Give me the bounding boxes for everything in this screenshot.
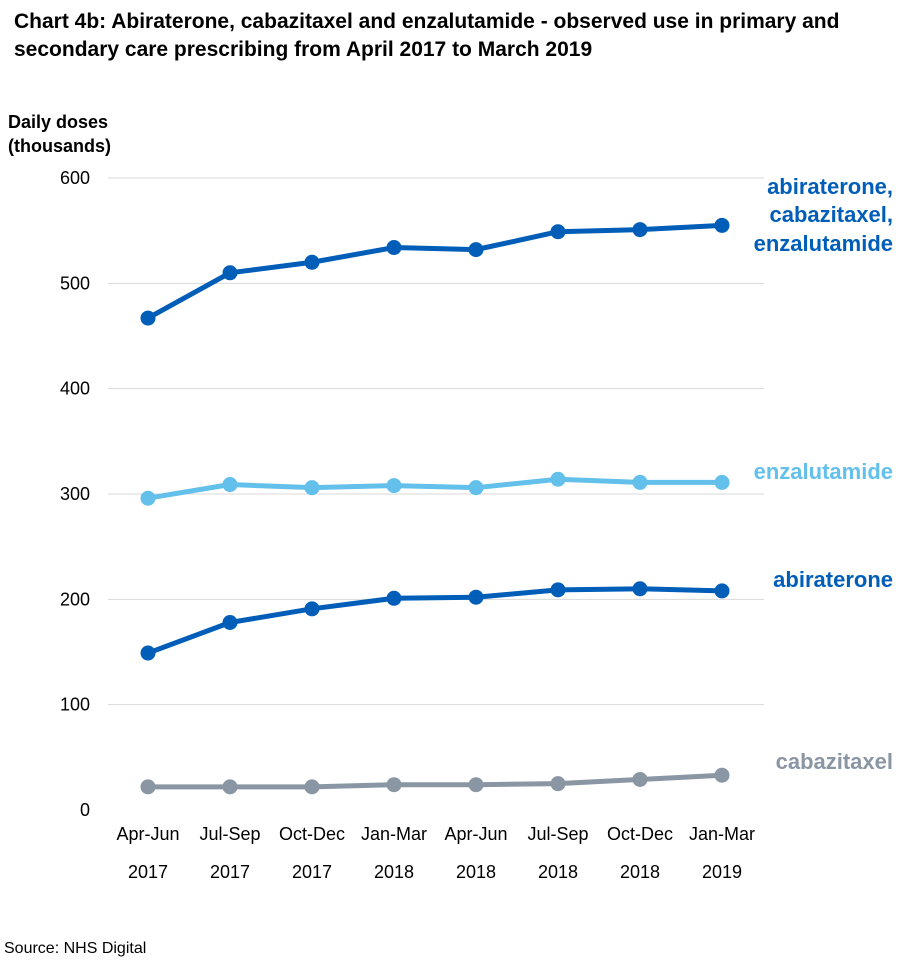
data-point-combined xyxy=(714,217,730,233)
series-lines xyxy=(140,217,730,795)
y-tick-label: 100 xyxy=(60,695,90,715)
data-point-enzalutamide xyxy=(304,480,320,496)
data-point-combined xyxy=(550,224,566,240)
data-point-abiraterone xyxy=(304,601,320,617)
series-combined xyxy=(140,217,730,326)
x-tick-label-period: Jul-Sep xyxy=(199,824,260,844)
x-tick-label-year: 2018 xyxy=(620,862,660,882)
data-point-cabazitaxel xyxy=(140,779,156,795)
x-tick-label-year: 2017 xyxy=(210,862,250,882)
data-point-cabazitaxel xyxy=(222,779,238,795)
x-tick-label-year: 2018 xyxy=(538,862,578,882)
data-point-enzalutamide xyxy=(714,474,730,490)
data-point-combined xyxy=(222,265,238,281)
source-note: Source: NHS Digital xyxy=(4,940,147,957)
series-label-combined: cabazitaxel, xyxy=(769,202,893,227)
data-point-combined xyxy=(386,240,402,256)
series-enzalutamide xyxy=(140,471,730,506)
data-point-enzalutamide xyxy=(140,490,156,506)
data-point-enzalutamide xyxy=(386,478,402,494)
y-tick-label: 300 xyxy=(60,484,90,504)
data-point-combined xyxy=(304,254,320,270)
data-point-abiraterone xyxy=(140,645,156,661)
x-tick-label-year: 2018 xyxy=(374,862,414,882)
x-tick-label-year: 2017 xyxy=(128,862,168,882)
y-tick-label: 400 xyxy=(60,379,90,399)
x-tick-label-period: Oct-Dec xyxy=(279,824,345,844)
data-point-abiraterone xyxy=(550,582,566,598)
x-tick-label-year: 2019 xyxy=(702,862,742,882)
data-point-abiraterone xyxy=(222,615,238,631)
x-tick-label-period: Jan-Mar xyxy=(689,824,755,844)
series-label-enzalutamide: enzalutamide xyxy=(754,459,893,484)
series-line-enzalutamide xyxy=(145,476,725,501)
data-point-enzalutamide xyxy=(468,480,484,496)
x-tick-label-period: Jan-Mar xyxy=(361,824,427,844)
series-label-combined: enzalutamide xyxy=(754,231,893,256)
data-point-abiraterone xyxy=(632,581,648,597)
x-tick-label-period: Apr-Jun xyxy=(444,824,507,844)
data-point-cabazitaxel xyxy=(386,777,402,793)
y-axis-title: Daily doses (thousands) xyxy=(8,110,111,158)
data-point-cabazitaxel xyxy=(632,771,648,787)
data-point-abiraterone xyxy=(386,590,402,606)
y-axis-title-line-2: (thousands) xyxy=(8,136,111,156)
x-tick-label-period: Oct-Dec xyxy=(607,824,673,844)
y-tick-label: 500 xyxy=(60,273,90,293)
data-point-enzalutamide xyxy=(550,471,566,487)
data-point-combined xyxy=(140,310,156,326)
x-tick-label-period: Jul-Sep xyxy=(527,824,588,844)
series-abiraterone xyxy=(140,581,730,661)
data-point-combined xyxy=(468,242,484,258)
y-tick-label: 0 xyxy=(80,800,90,820)
data-point-cabazitaxel xyxy=(550,776,566,792)
data-point-cabazitaxel xyxy=(304,779,320,795)
x-tick-label-year: 2018 xyxy=(456,862,496,882)
series-cabazitaxel xyxy=(140,767,730,795)
series-line-combined xyxy=(145,222,725,321)
x-tick-label-year: 2017 xyxy=(292,862,332,882)
series-label-combined: abiraterone, xyxy=(767,174,893,199)
data-point-abiraterone xyxy=(714,583,730,599)
chart-title: Chart 4b: Abiraterone, cabazitaxel and e… xyxy=(14,10,840,61)
y-tick-label: 200 xyxy=(60,589,90,609)
series-label-cabazitaxel: cabazitaxel xyxy=(776,749,893,774)
data-point-combined xyxy=(632,222,648,238)
y-tick-label: 600 xyxy=(60,168,90,188)
series-line-abiraterone xyxy=(145,586,725,656)
data-point-enzalutamide xyxy=(222,477,238,493)
series-labels: abiraterone, cabazitaxel, enzalutamide enza… xyxy=(754,174,893,774)
y-axis-title-line-1: Daily doses xyxy=(8,112,109,132)
series-line-cabazitaxel xyxy=(145,772,725,790)
data-point-enzalutamide xyxy=(632,474,648,490)
data-point-cabazitaxel xyxy=(468,777,484,793)
line-chart: 0 100 200 300 400 500 600 Apr-Jun 2017 Jul-Sep 20… xyxy=(60,168,893,882)
gridlines xyxy=(108,177,764,706)
x-axis-tick-labels: Apr-Jun 2017 Jul-Sep 2017 Oct-Dec 2017 Jan-Mar… xyxy=(116,824,755,882)
data-point-abiraterone xyxy=(468,589,484,605)
data-point-cabazitaxel xyxy=(714,767,730,783)
y-axis-tick-labels: 0 100 200 300 400 500 600 xyxy=(60,168,90,820)
x-tick-label-period: Apr-Jun xyxy=(116,824,179,844)
series-label-abiraterone: abiraterone xyxy=(773,567,893,592)
